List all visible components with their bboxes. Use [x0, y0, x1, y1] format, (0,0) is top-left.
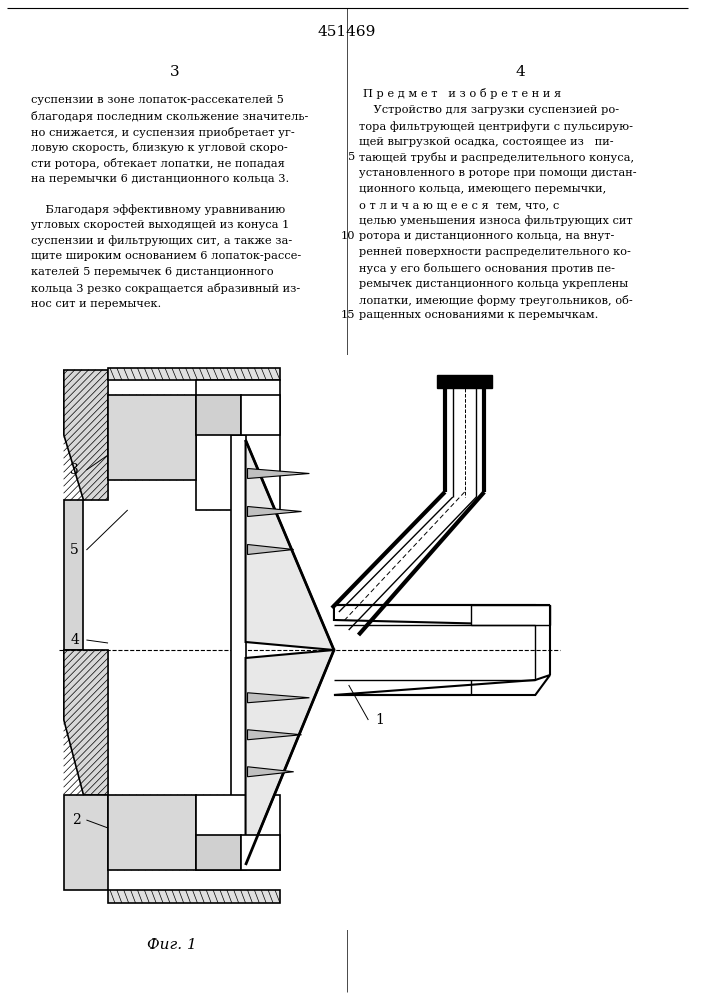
Text: угловых скоростей выходящей из конуса 1: угловых скоростей выходящей из конуса 1 [31, 220, 290, 230]
Text: нос сит и перемычек.: нос сит и перемычек. [31, 299, 162, 309]
Text: П р е д м е т   и з о б р е т е н и я: П р е д м е т и з о б р е т е н и я [363, 88, 561, 99]
Polygon shape [247, 468, 310, 479]
Polygon shape [472, 605, 550, 625]
Polygon shape [108, 368, 280, 380]
Text: на перемычки 6 дистанционного кольца 3.: на перемычки 6 дистанционного кольца 3. [31, 174, 290, 184]
Text: суспензии и фильтрующих сит, а также за-: суспензии и фильтрующих сит, а также за- [31, 235, 293, 246]
Polygon shape [247, 767, 293, 777]
Text: 4: 4 [70, 633, 79, 647]
Text: установленного в роторе при помощи дистан-: установленного в роторе при помощи диста… [358, 168, 636, 178]
Text: ращенных основаниями к перемычкам.: ращенных основаниями к перемычкам. [358, 310, 598, 320]
Polygon shape [197, 380, 280, 510]
Polygon shape [64, 370, 108, 500]
Text: суспензии в зоне лопаток-рассекателей 5: суспензии в зоне лопаток-рассекателей 5 [31, 95, 284, 105]
Polygon shape [247, 693, 310, 703]
Text: кольца 3 резко сокращается абразивный из-: кольца 3 резко сокращается абразивный из… [31, 283, 300, 294]
Polygon shape [108, 890, 280, 903]
Polygon shape [64, 795, 108, 890]
Polygon shape [64, 650, 108, 795]
Text: ренней поверхности распределительного ко-: ренней поверхности распределительного ко… [358, 247, 631, 257]
Text: благодаря последним скольжение значитель-: благодаря последним скольжение значитель… [31, 111, 309, 122]
Polygon shape [334, 625, 535, 695]
Text: ционного кольца, имеющего перемычки,: ционного кольца, имеющего перемычки, [358, 184, 606, 194]
Polygon shape [240, 835, 280, 870]
Polygon shape [108, 395, 197, 480]
Text: но снижается, и суспензия приобретает уг-: но снижается, и суспензия приобретает уг… [31, 127, 296, 138]
Text: тающей трубы и распределительного конуса,: тающей трубы и распределительного конуса… [358, 152, 633, 163]
Text: ремычек дистанционного кольца укреплены: ремычек дистанционного кольца укреплены [358, 279, 628, 289]
Text: целью уменьшения износа фильтрующих сит: целью уменьшения износа фильтрующих сит [358, 216, 632, 226]
Text: Устройство для загрузки суспензией ро-: Устройство для загрузки суспензией ро- [358, 105, 619, 115]
Text: тора фильтрующей центрифуги с пульсирую-: тора фильтрующей центрифуги с пульсирую- [358, 121, 633, 132]
Text: 451469: 451469 [317, 25, 376, 39]
Text: Фиг. 1: Фиг. 1 [147, 938, 197, 952]
Text: 5: 5 [349, 152, 356, 162]
Text: 10: 10 [341, 231, 356, 241]
Text: сти ротора, обтекает лопатки, не попадая: сти ротора, обтекает лопатки, не попадая [31, 158, 286, 169]
Polygon shape [334, 675, 550, 695]
Polygon shape [437, 375, 492, 388]
Text: 15: 15 [341, 310, 356, 320]
Text: о т л и ч а ю щ е е с я  тем, что, с: о т л и ч а ю щ е е с я тем, что, с [358, 200, 559, 210]
Polygon shape [245, 650, 334, 865]
Text: ротора и дистанционного кольца, на внут-: ротора и дистанционного кольца, на внут- [358, 231, 614, 241]
Text: щей выгрузкой осадка, состоящее из   пи-: щей выгрузкой осадка, состоящее из пи- [358, 137, 613, 147]
Text: 4: 4 [515, 65, 525, 79]
Text: кателей 5 перемычек 6 дистанционного: кателей 5 перемычек 6 дистанционного [31, 267, 274, 277]
Polygon shape [197, 395, 240, 435]
Polygon shape [247, 730, 302, 740]
Text: 1: 1 [375, 713, 384, 727]
Polygon shape [247, 544, 293, 554]
Polygon shape [247, 506, 302, 516]
Text: нуса у его большего основания против пе-: нуса у его большего основания против пе- [358, 263, 614, 274]
Text: Благодаря эффективному уравниванию: Благодаря эффективному уравниванию [31, 204, 286, 215]
Text: 5: 5 [70, 543, 79, 557]
Polygon shape [230, 435, 245, 870]
Polygon shape [334, 605, 550, 625]
Polygon shape [64, 500, 83, 650]
Polygon shape [452, 388, 477, 497]
Polygon shape [197, 835, 240, 870]
Polygon shape [197, 795, 280, 870]
Text: щите широким основанием 6 лопаток-рассе-: щите широким основанием 6 лопаток-рассе- [31, 251, 302, 261]
Polygon shape [108, 795, 197, 870]
Text: 2: 2 [72, 813, 81, 827]
Bar [54, 355, 673, 930]
Text: ловую скорость, близкую к угловой скоро-: ловую скорость, близкую к угловой скоро- [31, 142, 288, 153]
Text: лопатки, имеющие форму треугольников, об-: лопатки, имеющие форму треугольников, об… [358, 295, 632, 306]
Polygon shape [240, 395, 280, 435]
Text: 3: 3 [170, 65, 180, 79]
Polygon shape [245, 440, 334, 650]
Text: 3: 3 [70, 463, 79, 477]
